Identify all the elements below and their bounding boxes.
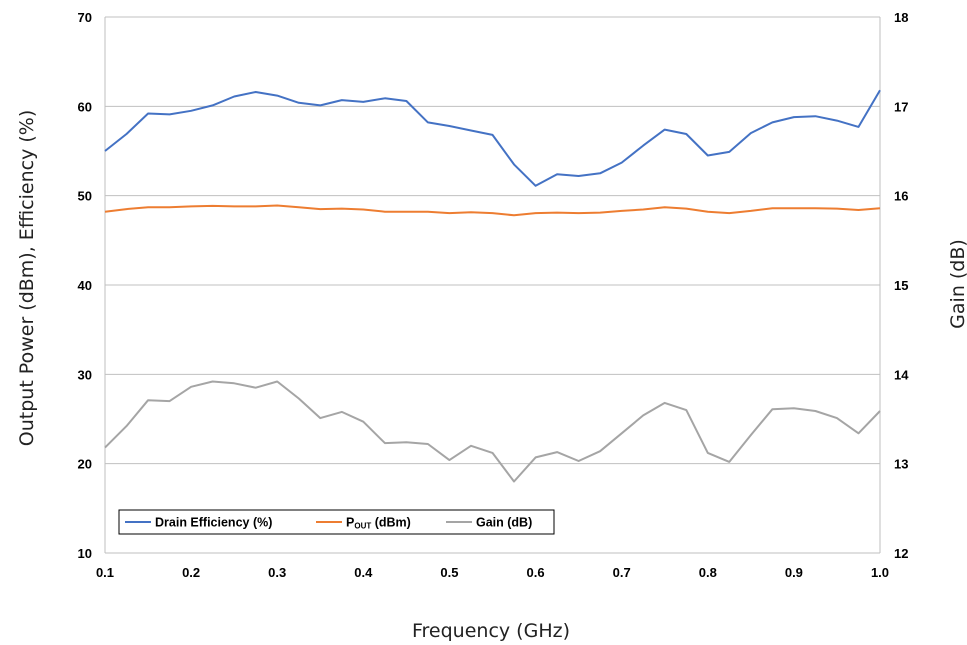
x-tick-label: 0.8: [699, 565, 717, 580]
y-left-tick-label: 40: [78, 278, 92, 293]
y-left-tick-label: 60: [78, 99, 92, 114]
y-right-tick-label: 17: [894, 99, 908, 114]
legend: Drain Efficiency (%) POUT (dBm) Gain (dB): [118, 509, 555, 535]
gridlines: [105, 16, 880, 465]
y-right-axis-title: Gain (dB): [947, 239, 967, 329]
y-left-tick-label: 30: [78, 367, 92, 382]
y-left-tick-label: 20: [78, 457, 92, 472]
x-tick-labels: 0.1 0.2 0.3 0.4 0.5 0.6 0.7 0.8 0.9 1.0: [96, 565, 889, 580]
x-tick-label: 1.0: [871, 565, 889, 580]
x-tick-label: 0.5: [440, 565, 458, 580]
x-tick-label: 0.2: [182, 565, 200, 580]
legend-label: Drain Efficiency (%): [155, 516, 272, 530]
x-tick-label: 0.1: [96, 565, 114, 580]
x-tick-label: 0.4: [354, 565, 373, 580]
y-left-tick-label: 10: [78, 546, 92, 561]
y-right-tick-label: 13: [894, 457, 908, 472]
series-line-gain-db: [104, 380, 881, 483]
legend-box: [118, 509, 555, 535]
plot-frame: [104, 17, 881, 554]
y-right-tick-label: 12: [894, 546, 908, 561]
x-tick-label: 0.6: [527, 565, 545, 580]
y-left-axis-title: Output Power (dBm), Efficiency (%): [16, 110, 38, 446]
series-line-drain-efficiency: [104, 89, 881, 187]
x-tick-label: 0.3: [268, 565, 286, 580]
y-left-tick-label: 70: [78, 10, 92, 25]
y-left-tick-label: 50: [78, 189, 92, 204]
series-line-p-out-dbm: [104, 204, 881, 217]
legend-label: Gain (dB): [476, 516, 532, 530]
x-axis-title: Frequency (GHz): [412, 620, 570, 642]
y-right-tick-label: 18: [894, 10, 908, 25]
y-right-tick-label: 14: [894, 367, 909, 382]
y-right-tick-label: 16: [894, 189, 908, 204]
series-lines: [104, 89, 881, 483]
y-right-tick-label: 15: [894, 278, 908, 293]
x-tick-label: 0.9: [785, 565, 803, 580]
y-right-tick-labels: 12 13 14 15 16 17 18: [894, 10, 909, 561]
y-left-tick-labels: 10 20 30 40 50 60 70: [78, 10, 92, 561]
x-tick-label: 0.7: [613, 565, 631, 580]
